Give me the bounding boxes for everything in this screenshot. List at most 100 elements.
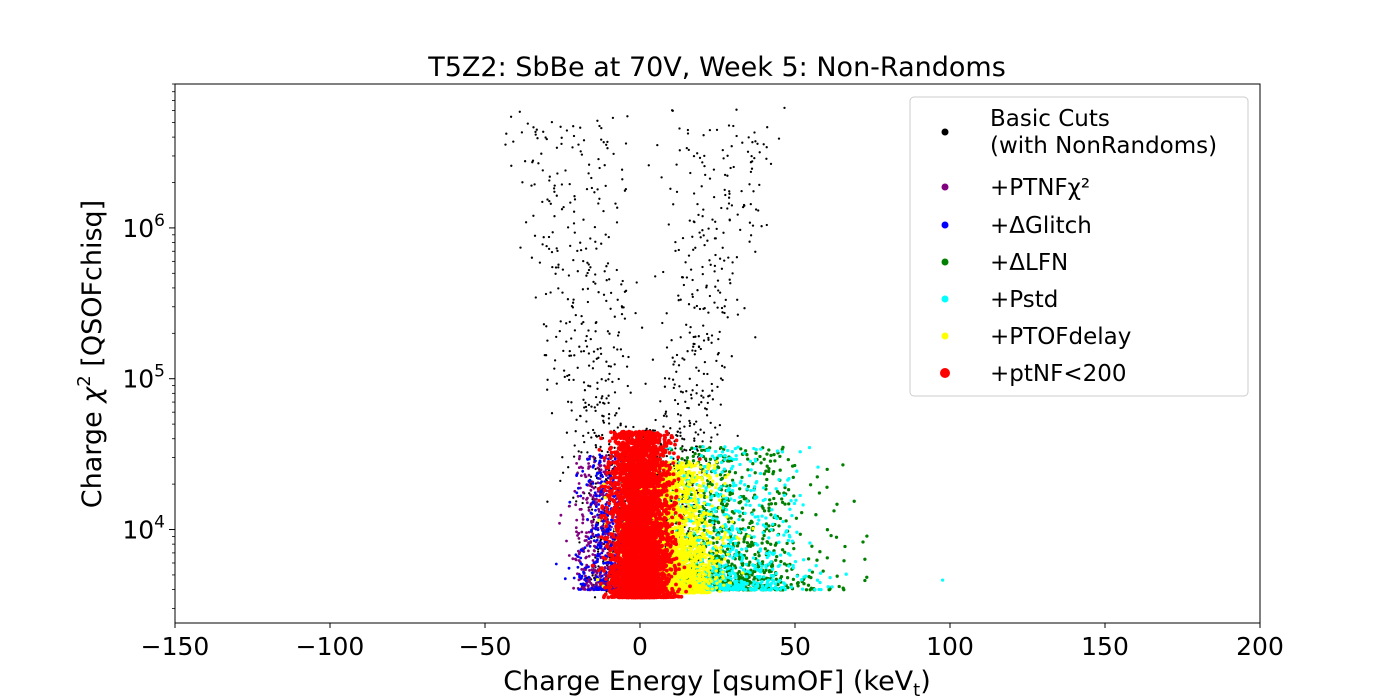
data-point xyxy=(577,143,580,146)
data-point xyxy=(786,457,790,462)
data-point xyxy=(575,530,578,534)
data-point xyxy=(688,219,691,222)
data-point xyxy=(753,131,756,134)
data-point xyxy=(594,446,598,449)
data-point xyxy=(599,445,602,449)
data-point xyxy=(767,466,771,471)
data-point xyxy=(696,152,699,155)
data-point xyxy=(755,495,759,499)
data-point xyxy=(665,415,668,418)
data-point xyxy=(736,313,740,316)
data-point xyxy=(605,528,609,532)
data-point xyxy=(706,372,709,376)
data-point xyxy=(715,540,719,545)
data-point xyxy=(572,378,575,382)
data-point xyxy=(770,578,774,582)
data-point xyxy=(696,202,699,206)
data-point xyxy=(691,450,695,454)
data-point xyxy=(743,511,747,516)
data-point xyxy=(587,263,590,266)
data-point xyxy=(586,584,590,588)
data-point xyxy=(790,513,794,518)
data-point xyxy=(863,557,867,561)
data-point xyxy=(550,250,554,254)
data-point xyxy=(624,289,628,292)
data-point xyxy=(586,458,590,461)
data-point xyxy=(685,323,688,326)
data-point xyxy=(547,235,551,239)
data-point xyxy=(577,531,581,535)
data-point xyxy=(702,465,707,469)
data-point xyxy=(703,164,706,168)
data-point xyxy=(729,516,733,520)
data-point xyxy=(810,544,814,548)
data-point xyxy=(758,151,761,154)
data-point xyxy=(751,141,754,144)
data-point xyxy=(626,115,629,118)
data-point xyxy=(593,431,596,435)
data-point xyxy=(730,528,734,532)
data-point xyxy=(587,588,591,591)
data-point xyxy=(689,393,693,396)
data-point xyxy=(745,499,749,503)
data-point xyxy=(599,481,602,485)
data-point xyxy=(683,425,686,428)
data-point xyxy=(567,466,570,469)
data-point xyxy=(762,143,765,146)
data-point xyxy=(766,540,770,545)
data-point xyxy=(574,313,577,317)
data-point xyxy=(584,579,588,583)
data-point xyxy=(611,380,614,384)
data-point xyxy=(572,298,575,301)
data-point xyxy=(739,499,743,504)
data-point xyxy=(754,541,758,546)
data-point xyxy=(705,286,708,289)
data-point xyxy=(832,509,836,513)
data-point xyxy=(600,242,603,245)
data-point xyxy=(743,483,747,487)
data-point xyxy=(741,581,745,585)
data-point xyxy=(787,502,791,506)
data-point xyxy=(584,566,588,570)
data-point xyxy=(744,588,748,592)
data-point xyxy=(590,176,593,180)
data-point xyxy=(626,384,629,388)
data-point xyxy=(754,336,757,339)
data-point xyxy=(533,183,536,186)
data-point xyxy=(758,547,763,551)
data-point xyxy=(753,588,757,592)
data-point xyxy=(662,425,665,428)
data-point xyxy=(696,449,699,452)
data-point xyxy=(722,467,727,471)
data-point xyxy=(808,483,813,487)
data-point xyxy=(672,203,675,206)
data-point xyxy=(685,390,688,393)
data-point xyxy=(767,469,771,474)
data-point xyxy=(721,311,724,314)
data-point xyxy=(763,525,767,529)
data-point xyxy=(773,543,778,547)
data-point xyxy=(695,420,698,423)
data-point xyxy=(592,350,596,353)
data-point xyxy=(673,383,676,386)
data-point xyxy=(690,397,693,400)
data-point xyxy=(791,475,795,480)
data-point xyxy=(625,365,629,368)
data-point xyxy=(607,394,610,397)
data-point xyxy=(678,127,681,130)
data-point xyxy=(590,519,593,523)
data-point xyxy=(584,574,587,578)
data-point xyxy=(737,583,742,587)
data-point xyxy=(695,383,699,387)
data-point xyxy=(698,307,702,311)
data-point xyxy=(787,564,791,568)
data-point xyxy=(716,385,719,389)
data-point xyxy=(571,306,575,309)
data-point xyxy=(596,119,599,122)
data-point xyxy=(754,451,758,455)
data-point xyxy=(568,373,571,377)
data-point xyxy=(724,496,729,500)
data-point xyxy=(592,549,596,552)
data-point xyxy=(708,457,713,461)
data-point xyxy=(541,243,544,246)
